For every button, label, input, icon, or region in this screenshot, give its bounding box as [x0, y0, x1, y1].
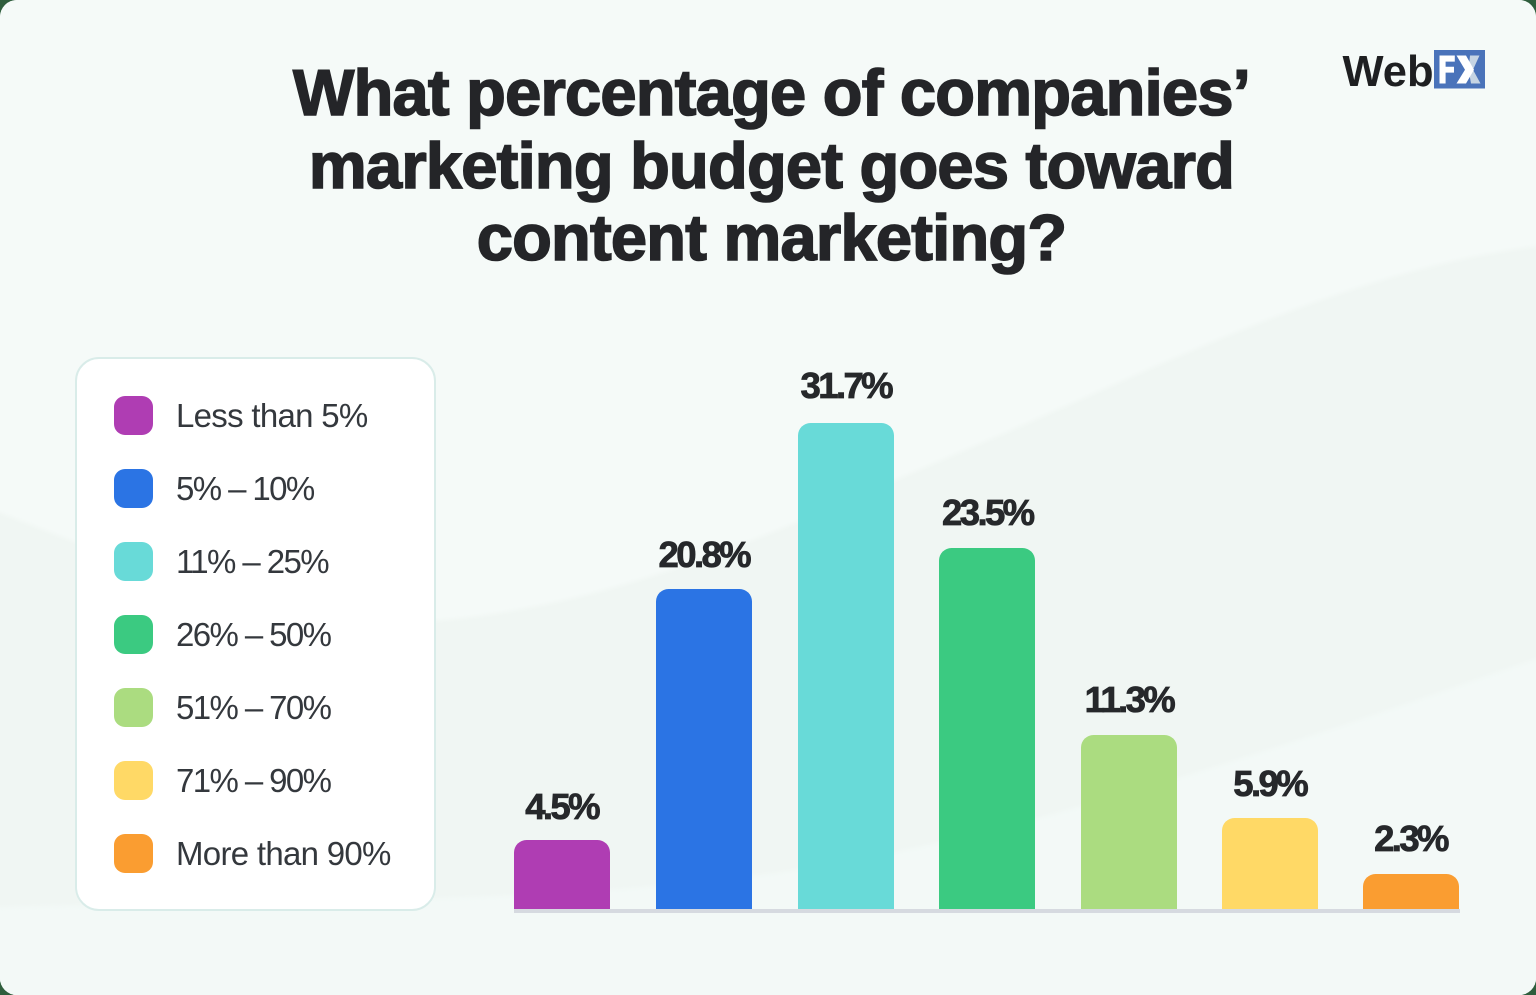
svg-text:Web: Web: [1343, 48, 1434, 92]
